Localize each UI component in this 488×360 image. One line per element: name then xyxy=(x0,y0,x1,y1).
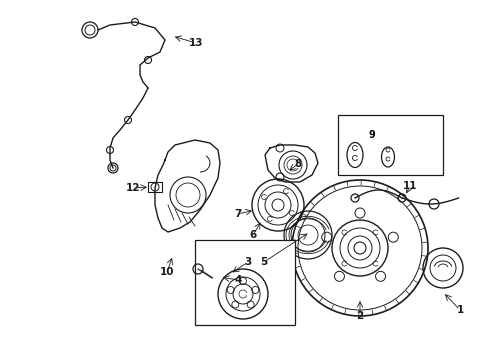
Text: 13: 13 xyxy=(188,38,203,48)
Text: 11: 11 xyxy=(402,181,416,191)
Text: 2: 2 xyxy=(356,311,363,321)
Text: 12: 12 xyxy=(125,183,140,193)
Bar xyxy=(195,240,294,325)
Text: 10: 10 xyxy=(160,267,174,277)
Text: 4: 4 xyxy=(234,275,241,285)
Text: 1: 1 xyxy=(455,305,463,315)
Text: 7: 7 xyxy=(234,209,241,219)
Text: 6: 6 xyxy=(249,230,256,240)
Bar xyxy=(337,115,442,175)
Text: 5: 5 xyxy=(260,257,267,267)
Text: 9: 9 xyxy=(368,130,375,140)
Text: 8: 8 xyxy=(294,159,301,169)
Bar xyxy=(148,182,162,192)
Text: 3: 3 xyxy=(244,257,251,267)
